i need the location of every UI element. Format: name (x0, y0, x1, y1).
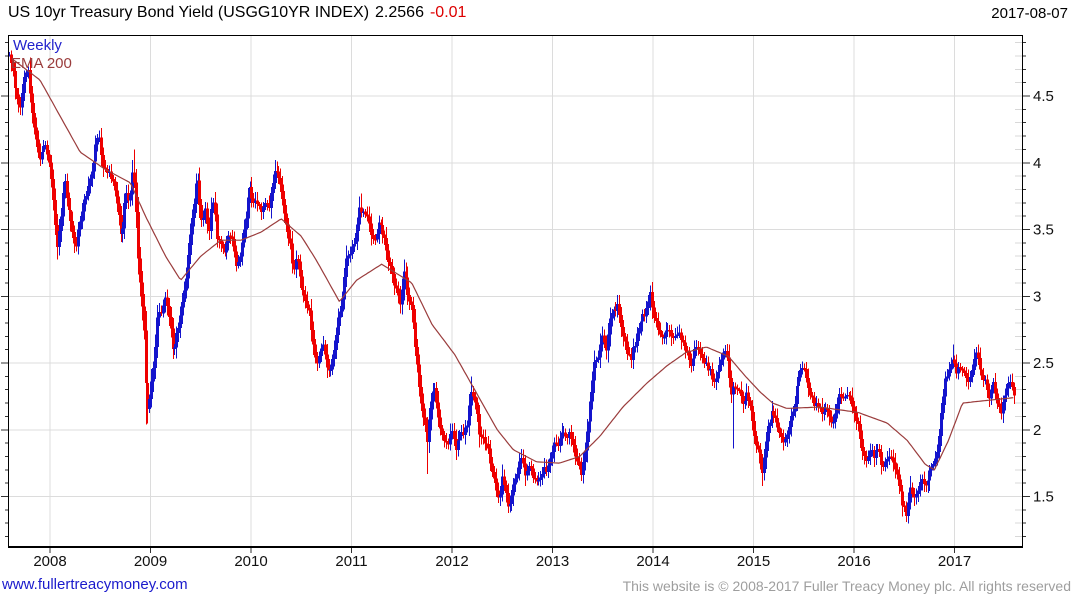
x-axis-tick-label: 2011 (335, 553, 367, 570)
axis-labels: 1.5 2 2.5 3 3.5 4 4.5 2008 2009 2010 2011 2012 2013 2… (33, 88, 1054, 570)
y-axis-tick-label: 1.5 (1033, 489, 1054, 506)
candles-layer (9, 50, 1016, 524)
gridlines (8, 35, 1023, 547)
ema-line (11, 58, 1014, 471)
chart-date: 2017-08-07 (991, 5, 1068, 22)
price-chart[interactable]: 1.5 2 2.5 3 3.5 4 4.5 2008 2009 2010 2011 2012 2013 2… (0, 0, 1075, 575)
x-axis-tick-label: 2016 (837, 553, 870, 570)
y-axis-tick-label: 4 (1033, 155, 1041, 172)
timeframe-label: Weekly (13, 37, 62, 54)
x-axis-tick-label: 2014 (636, 553, 669, 570)
y-axis-tick-label: 2.5 (1033, 355, 1054, 372)
last-price: 2.2566 (375, 4, 424, 21)
x-axis-tick-label: 2015 (737, 553, 770, 570)
x-axis-tick-label: 2008 (33, 553, 66, 570)
plot-frame (8, 35, 1023, 548)
y-axis-tick-label: 4.5 (1033, 88, 1054, 105)
x-axis-tick-label: 2017 (938, 553, 971, 570)
y-axis-tick-label: 3 (1033, 288, 1041, 305)
axis-ticks (1, 42, 1030, 553)
site-link[interactable]: www.fullertreacymoney.com (2, 576, 188, 593)
y-axis-tick-label: 2 (1033, 422, 1041, 439)
copyright-text: This website is © 2008-2017 Fuller Treac… (622, 578, 1071, 594)
title-bar: US 10yr Treasury Bond Yield (USGG10YR IN… (8, 4, 466, 22)
chart-region: 1.5 2 2.5 3 3.5 4 4.5 2008 2009 2010 2011 2012 2013 2… (0, 0, 1075, 575)
x-axis-tick-label: 2012 (435, 553, 468, 570)
x-axis-tick-label: 2010 (234, 553, 267, 570)
chart-title: US 10yr Treasury Bond Yield (USGG10YR IN… (8, 4, 370, 21)
x-axis-tick-label: 2013 (536, 553, 569, 570)
y-axis-tick-label: 3.5 (1033, 222, 1054, 239)
price-change: -0.01 (429, 4, 467, 21)
x-axis-tick-label: 2009 (134, 553, 167, 570)
ema-label: EMA 200 (11, 55, 72, 72)
